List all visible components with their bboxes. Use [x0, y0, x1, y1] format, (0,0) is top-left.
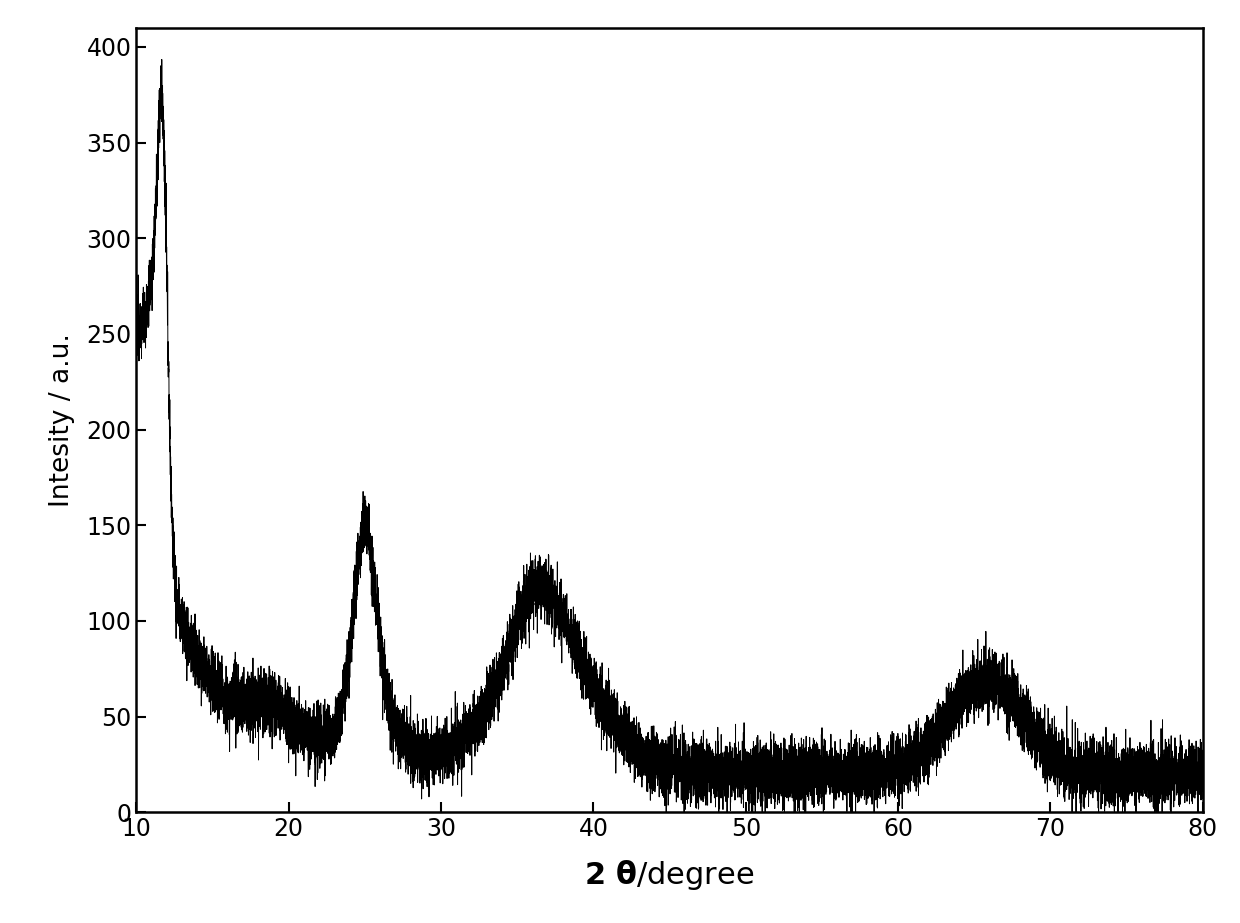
X-axis label: $\mathbf{2\ \theta}$/degree: $\mathbf{2\ \theta}$/degree [584, 857, 755, 892]
Y-axis label: Intesity / a.u.: Intesity / a.u. [50, 333, 76, 507]
